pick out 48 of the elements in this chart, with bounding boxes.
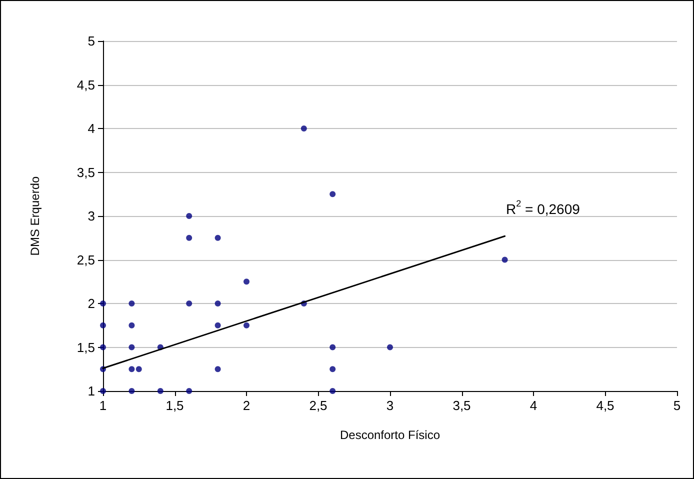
- point: [157, 388, 164, 394]
- point: [330, 366, 336, 372]
- point: [128, 300, 135, 306]
- y-tick-label: 4,5: [76, 77, 95, 92]
- point: [100, 300, 106, 306]
- point: [186, 300, 192, 306]
- point: [186, 388, 192, 394]
- x-tick-label: 5: [673, 398, 681, 413]
- x-tick-label: 2: [242, 398, 250, 413]
- point: [330, 344, 336, 350]
- point: [502, 256, 508, 263]
- y-tick-label: 1: [88, 384, 95, 398]
- x-tick-label: 3,5: [452, 398, 471, 413]
- point: [214, 366, 221, 372]
- point: [128, 322, 135, 328]
- y-tick-label: 5: [88, 34, 95, 48]
- y-tick-label: 4: [88, 121, 95, 136]
- y-tick-label: 2,5: [76, 252, 95, 268]
- point: [128, 344, 135, 350]
- x-tick-label: 3: [386, 398, 394, 413]
- point: [136, 366, 142, 372]
- point: [330, 191, 336, 198]
- point: [214, 234, 221, 241]
- x-tick-label: 1: [99, 398, 107, 413]
- point: [128, 366, 135, 372]
- point: [330, 388, 336, 394]
- point: [100, 322, 106, 328]
- point: [186, 213, 192, 219]
- y-axis-title: DMS Erquerdo: [28, 176, 42, 256]
- point: [214, 300, 221, 306]
- point: [244, 278, 250, 285]
- point: [214, 322, 221, 328]
- point: [186, 234, 192, 241]
- y-tick-label: 1,5: [76, 340, 95, 355]
- point: [244, 322, 250, 328]
- point: [128, 388, 135, 394]
- x-tick-label: 2,5: [309, 398, 328, 413]
- y-tick-label: 3: [88, 208, 95, 224]
- y-tick-label: 3,5: [76, 164, 95, 180]
- point: [100, 344, 106, 350]
- y-tick-label: 2: [88, 296, 95, 311]
- x-tick-label: 4,5: [596, 398, 614, 413]
- point: [300, 126, 307, 132]
- point: [100, 388, 106, 394]
- x-axis-title: Desconforto Físico: [340, 428, 440, 442]
- x-tick-label: 4: [530, 398, 538, 413]
- x-tick-label: 1,5: [166, 398, 184, 413]
- point: [387, 344, 393, 350]
